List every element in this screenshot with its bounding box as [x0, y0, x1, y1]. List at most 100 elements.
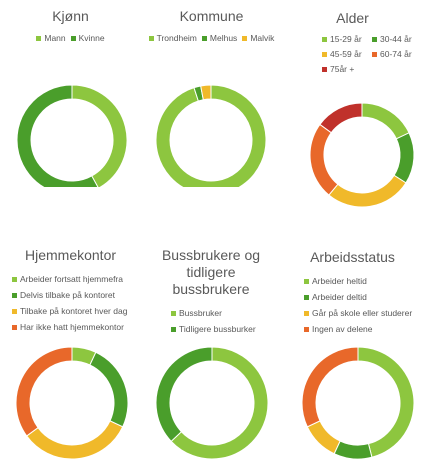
legend-label: Bussbruker — [179, 308, 222, 318]
legend-item: Går på skole eller studerer — [304, 305, 412, 321]
donut-segment — [200, 84, 212, 101]
chart-panel: Bussbrukere og tidligere bussbrukere Buss… — [141, 235, 282, 470]
legend-label: Malvik — [250, 33, 275, 43]
legend-swatch — [171, 326, 176, 332]
donut — [155, 84, 267, 187]
donut-segment — [333, 440, 373, 460]
legend-swatch — [304, 326, 309, 332]
chart-panel: Alder 15-29 år 30-44 år 45-59 år 60-74 år 75å… — [282, 0, 423, 235]
legend-label: 30-44 år — [380, 34, 412, 44]
legend: Mann Kvinne — [0, 31, 141, 46]
legend-label: 45-59 år — [330, 49, 362, 59]
legend-swatch — [372, 37, 377, 42]
legend-swatch — [12, 276, 17, 282]
donut-segment — [328, 174, 407, 208]
legend-swatch — [304, 278, 309, 284]
legend-swatch — [171, 310, 176, 316]
legend-item: Tidligere bussburker — [171, 321, 256, 337]
donut-segment — [319, 102, 363, 134]
chart-title: Bussbrukere og tidligere bussbrukere — [161, 247, 261, 297]
legend-swatch — [36, 36, 42, 41]
legend-item: 75år + — [322, 62, 372, 77]
legend-label: Trondheim — [156, 33, 197, 43]
legend-item: Tilbake på kontoret hver dag — [12, 303, 127, 319]
legend-label: Arbeider heltid — [312, 276, 367, 286]
chart-panel: Kjønn Mann Kvinne — [0, 0, 141, 235]
donut — [309, 102, 415, 208]
legend-item: Melhus — [201, 31, 238, 46]
legend-label: Går på skole eller studerer — [312, 308, 413, 318]
donut-segment — [155, 84, 267, 187]
chart-title: Kommune — [179, 8, 244, 24]
legend-swatch — [12, 324, 17, 330]
donut-segment — [155, 346, 213, 443]
legend-swatch — [242, 36, 248, 41]
chart-title: Hjemmekontor — [24, 247, 117, 263]
legend-label: 60-74 år — [380, 49, 412, 59]
chart-panel: Kommune Trondheim Melhus Malvik — [141, 0, 282, 235]
legend-label: Delvis tilbake på kontoret — [20, 290, 115, 300]
legend-label: Mann — [44, 33, 66, 43]
chart-panel: Hjemmekontor Arbeider fortsatt hjemmefra D… — [0, 235, 141, 470]
legend-swatch — [12, 308, 17, 314]
legend-swatch — [322, 52, 327, 57]
legend: Arbeider heltid Arbeider deltid Går på sko… — [304, 273, 412, 337]
donut-segment — [25, 420, 124, 460]
legend-item: Arbeider fortsatt hjemmefra — [12, 271, 127, 287]
legend-item: Arbeider deltid — [304, 289, 412, 305]
legend-item: 45-59 år — [322, 47, 372, 62]
legend-label: Kvinne — [78, 33, 105, 43]
legend-label: 15-29 år — [330, 34, 362, 44]
legend-swatch — [201, 36, 207, 41]
legend-label: 75år + — [330, 64, 355, 74]
donut-segment — [309, 123, 339, 196]
donut — [155, 346, 269, 460]
legend-label: Arbeider fortsatt hjemmefra — [20, 274, 123, 284]
legend-item: Har ikke hatt hjemmekontor — [12, 319, 127, 335]
donut-segment — [15, 346, 73, 437]
donut-segment — [357, 346, 415, 458]
legend-item: Malvik — [242, 31, 274, 46]
legend-item: Arbeider heltid — [304, 273, 412, 289]
legend-label: Arbeider deltid — [312, 292, 367, 302]
chart-title: Arbeidsstatus — [310, 249, 395, 265]
legend-swatch — [304, 310, 309, 316]
legend-swatch — [304, 294, 309, 300]
chart-title: Alder — [336, 10, 369, 26]
donut — [16, 84, 128, 187]
legend-item: Mann — [36, 31, 66, 46]
donut-segment — [301, 346, 359, 428]
legend-item: 30-44 år — [372, 32, 422, 47]
legend-label: Ingen av delene — [312, 324, 373, 334]
chart-panel: Arbeidsstatus Arbeider heltid Arbeider del… — [282, 235, 423, 470]
legend-label: Har ikke hatt hjemmekontor — [20, 322, 124, 332]
legend-item: Trondheim — [148, 31, 197, 46]
donut-segment — [89, 351, 129, 428]
legend-label: Melhus — [209, 33, 238, 43]
donut — [15, 346, 129, 460]
legend-item: Ingen av delene — [304, 321, 412, 337]
legend-label: Tidligere bussburker — [179, 324, 256, 334]
donut-segment — [361, 102, 410, 140]
legend-swatch — [12, 292, 17, 298]
donut-segment — [393, 132, 415, 184]
legend-swatch — [322, 67, 327, 72]
legend-swatch — [148, 36, 154, 41]
legend-item: 15-29 år — [322, 32, 372, 47]
donut — [301, 346, 415, 460]
donut-segment — [16, 84, 99, 187]
legend: Bussbruker Tidligere bussburker — [171, 305, 256, 337]
legend-swatch — [372, 52, 377, 57]
legend-swatch — [70, 36, 76, 41]
legend-label: Tilbake på kontoret hver dag — [20, 306, 128, 316]
chart-title: Kjønn — [52, 8, 89, 24]
donut-segment — [306, 420, 341, 455]
donut-segment — [71, 84, 128, 187]
legend: Arbeider fortsatt hjemmefra Delvis tilbak… — [12, 271, 127, 335]
legend: Trondheim Melhus Malvik — [141, 31, 282, 46]
legend-swatch — [322, 37, 327, 42]
legend-item: Kvinne — [70, 31, 105, 46]
donut-segment — [170, 346, 269, 460]
legend-item: 60-74 år — [372, 47, 422, 62]
